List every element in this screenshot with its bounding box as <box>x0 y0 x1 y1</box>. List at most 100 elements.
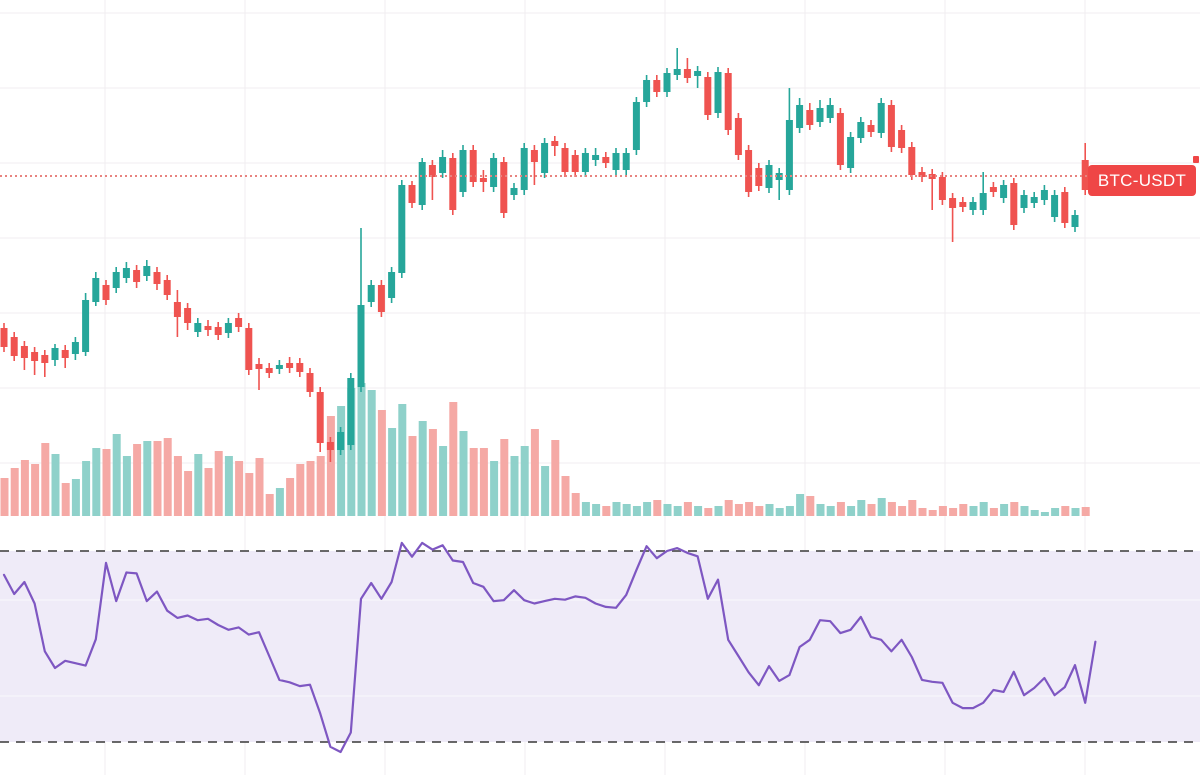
oscillator-line <box>2 541 1097 754</box>
candle-body <box>357 305 365 387</box>
candle-body <box>683 69 691 78</box>
volume-bar <box>153 441 162 516</box>
volume-bar <box>204 468 213 516</box>
candle-body <box>275 365 283 369</box>
volume-bar <box>235 461 244 516</box>
volume-bar <box>326 416 335 516</box>
candle-body <box>337 432 345 450</box>
candle-body <box>0 328 8 347</box>
candle-body <box>1030 197 1038 203</box>
volume-bar <box>602 506 611 516</box>
candle-body <box>816 108 824 122</box>
candle-body <box>1040 190 1048 200</box>
oscillator-pane-bg <box>0 551 1200 742</box>
volume-bar <box>469 448 478 516</box>
candle-body <box>949 198 957 208</box>
candle-body <box>367 285 375 302</box>
volume-bar <box>898 506 907 516</box>
volume-bar <box>510 456 519 516</box>
volume-bar <box>541 466 550 516</box>
volume-bar <box>653 500 662 516</box>
volume-bar <box>918 508 927 516</box>
volume-bar <box>367 390 376 516</box>
candle-body <box>836 113 844 165</box>
candle-body <box>898 130 906 148</box>
last-price-badge: BTC-USDT <box>1088 165 1196 196</box>
volume-bar <box>989 508 998 516</box>
candle-body <box>775 173 783 180</box>
volume-bar <box>969 506 978 516</box>
candle-body <box>71 342 79 354</box>
candle-body <box>92 278 100 302</box>
candle-body <box>133 270 141 282</box>
candle-body <box>1071 215 1079 227</box>
candle-body <box>581 153 589 172</box>
volume-bar <box>571 493 580 516</box>
candle-body <box>714 72 722 113</box>
candle-body <box>551 141 559 146</box>
volume-bar <box>224 456 233 516</box>
candle-body <box>112 272 120 288</box>
volume-bar <box>388 428 397 516</box>
candle-body <box>388 272 396 298</box>
volume-bar <box>724 500 733 516</box>
candle-body <box>1061 192 1069 223</box>
candle-body <box>796 105 804 128</box>
candle-body <box>826 105 834 118</box>
candle-body <box>235 318 243 327</box>
volume-bar <box>520 446 529 516</box>
volume-bar <box>449 402 458 516</box>
volume-bar <box>398 404 407 516</box>
candle-body <box>908 147 916 175</box>
candle-body <box>847 137 855 168</box>
candle-body <box>745 150 753 192</box>
volume-bar <box>439 446 448 516</box>
candle-body <box>622 153 630 170</box>
candle-body <box>245 328 253 370</box>
candle-body <box>510 188 518 195</box>
candle-body <box>857 122 865 138</box>
candle-body <box>428 165 436 177</box>
volume-bar <box>612 502 621 516</box>
volume-bar <box>643 502 652 516</box>
volume-bar <box>530 429 539 516</box>
volume-bar <box>296 464 305 516</box>
volume-bar <box>1010 502 1019 516</box>
volume-bar <box>765 504 774 516</box>
volume-bar <box>826 506 835 516</box>
volume-bar <box>275 488 284 516</box>
volume-bar <box>41 443 50 516</box>
volume-bar <box>479 448 488 516</box>
candle-body <box>938 177 946 200</box>
candle-body <box>10 337 18 356</box>
candle-body <box>306 373 314 392</box>
volume-bar <box>377 410 386 516</box>
volume-bar <box>337 406 346 516</box>
candle-body <box>194 323 202 332</box>
volume-bar <box>1061 506 1070 516</box>
volume-bar <box>173 456 182 516</box>
volume-bar <box>755 506 764 516</box>
candle-body <box>143 266 151 276</box>
candle-body <box>347 378 355 445</box>
volume-bar <box>673 506 682 516</box>
volume-bar <box>10 468 19 516</box>
volume-bar <box>194 454 203 516</box>
candle-body <box>377 285 385 312</box>
candle-body <box>561 148 569 172</box>
candle-body <box>439 157 447 173</box>
volume-bar <box>102 449 111 516</box>
volume-bar <box>632 506 641 516</box>
candle-body <box>530 150 538 162</box>
candle-body <box>592 155 600 160</box>
candle-body <box>41 355 49 363</box>
volume-bar <box>490 461 499 516</box>
oscillator-band-fill <box>0 551 1200 742</box>
candle-body <box>653 80 661 92</box>
candle-body <box>173 302 181 317</box>
volume-bar <box>133 444 142 516</box>
volume-bar <box>82 461 91 516</box>
volume-bar <box>847 506 856 516</box>
